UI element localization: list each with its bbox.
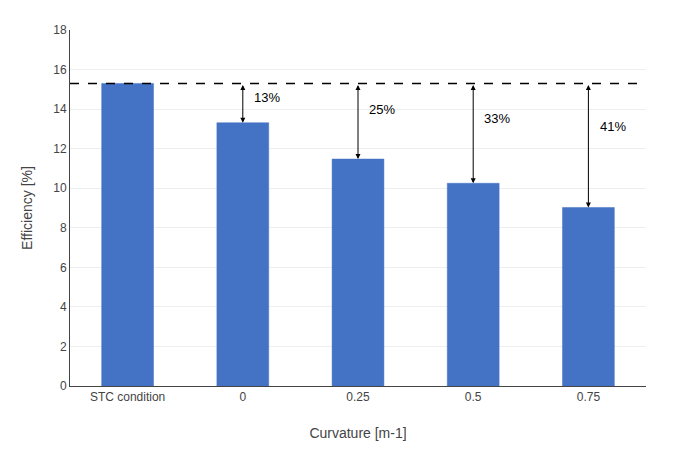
svg-text:25%: 25% [369, 102, 395, 117]
svg-text:12: 12 [53, 142, 67, 156]
svg-text:Curvature [m-1]: Curvature [m-1] [309, 425, 406, 441]
svg-text:18: 18 [53, 23, 67, 37]
svg-text:10: 10 [53, 181, 67, 195]
svg-text:0: 0 [239, 390, 246, 404]
svg-text:STC condition: STC condition [90, 390, 165, 404]
svg-text:41%: 41% [600, 119, 626, 134]
svg-text:2: 2 [60, 340, 67, 354]
svg-text:6: 6 [60, 261, 67, 275]
svg-text:8: 8 [60, 221, 67, 235]
svg-text:0: 0 [60, 379, 67, 393]
svg-text:0.5: 0.5 [465, 390, 482, 404]
svg-text:Efficiency [%]: Efficiency [%] [19, 166, 35, 250]
svg-text:4: 4 [60, 300, 67, 314]
svg-text:16: 16 [53, 63, 67, 77]
svg-text:14: 14 [53, 102, 67, 116]
svg-text:13%: 13% [254, 90, 280, 105]
svg-text:0.25: 0.25 [346, 390, 370, 404]
svg-text:0.75: 0.75 [577, 390, 601, 404]
svg-text:33%: 33% [484, 111, 510, 126]
